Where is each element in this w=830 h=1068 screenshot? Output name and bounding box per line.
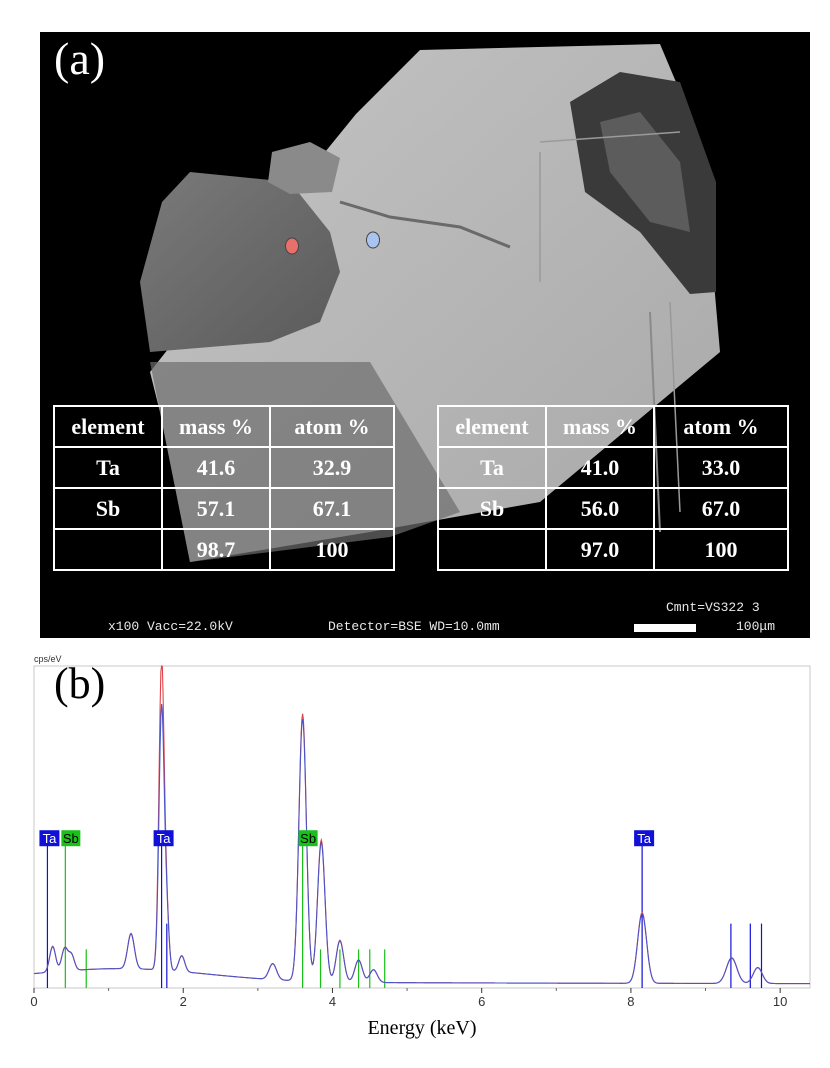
sem-comment: Cmnt=VS322 3 <box>666 600 760 615</box>
x-tick-label: 4 <box>329 994 336 1009</box>
table-row: 97.0 100 <box>437 528 789 571</box>
table-cell: 57.1 <box>161 487 271 530</box>
spectrum-series-2 <box>33 703 810 985</box>
table-cell: Ta <box>437 446 547 489</box>
table-cell: Sb <box>437 487 547 530</box>
sem-image-panel: (a) element mass % atom % Ta 41.6 32.9 S… <box>40 32 810 638</box>
table-header-row: element mass % atom % <box>437 405 789 448</box>
table-cell: Ta <box>53 446 163 489</box>
header-cell: mass % <box>545 405 655 448</box>
plot-frame <box>33 665 811 989</box>
table-cell: 100 <box>269 528 395 571</box>
composition-table-left: element mass % atom % Ta 41.6 32.9 Sb 57… <box>53 405 395 571</box>
table-row: Ta 41.6 32.9 <box>53 446 395 489</box>
x-tick-label: 0 <box>30 994 37 1009</box>
x-tick-label: 6 <box>478 994 485 1009</box>
x-axis-ticks: 0 2 4 6 8 10 <box>30 988 787 1009</box>
element-label-text: Ta <box>43 831 58 846</box>
scale-bar <box>634 624 696 632</box>
x-tick-label: 10 <box>773 994 787 1009</box>
table-cell <box>53 528 163 571</box>
x-axis-label: Energy (keV) <box>367 1017 476 1039</box>
table-cell: Sb <box>53 487 163 530</box>
composition-table-right: element mass % atom % Ta 41.0 33.0 Sb 56… <box>437 405 789 571</box>
table-cell: 56.0 <box>545 487 655 530</box>
sem-detector: Detector=BSE WD=10.0mm <box>328 619 500 634</box>
element-labels: Ta Sb Ta Sb Ta <box>39 830 655 847</box>
red-marker <box>285 237 299 255</box>
ta-element-label: Ta <box>39 830 60 847</box>
scale-bar-label: 100μm <box>736 619 776 634</box>
ta-element-label: Ta <box>153 830 174 847</box>
x-tick-label: 2 <box>180 994 187 1009</box>
blue-marker <box>366 231 380 249</box>
header-cell: element <box>53 405 163 448</box>
ta-element-label: Ta <box>634 830 655 847</box>
spectrum-chart: cps/eV (b) Ta Sb Ta Sb Ta 0 2 4 6 8 10 Energy (ke… <box>30 654 811 1039</box>
eds-spectrum-panel: cps/eV (b) Ta Sb Ta Sb Ta 0 2 4 6 8 10 Energy (ke… <box>0 650 830 1068</box>
spectrum-series <box>33 665 810 985</box>
table-row: Sb 56.0 67.0 <box>437 487 789 530</box>
table-header-row: element mass % atom % <box>53 405 395 448</box>
table-cell: 67.1 <box>269 487 395 530</box>
sem-magnification: x100 Vacc=22.0kV <box>108 619 233 634</box>
table-row: Ta 41.0 33.0 <box>437 446 789 489</box>
panel-label-b: (b) <box>54 659 105 708</box>
x-tick-label: 8 <box>627 994 634 1009</box>
sb-element-label: Sb <box>61 830 81 847</box>
table-cell: 33.0 <box>653 446 789 489</box>
table-cell <box>437 528 547 571</box>
element-label-text: Sb <box>63 831 79 846</box>
element-marker-lines <box>46 836 763 988</box>
table-cell: 41.6 <box>161 446 271 489</box>
header-cell: mass % <box>161 405 271 448</box>
element-label-text: Sb <box>300 831 316 846</box>
table-cell: 100 <box>653 528 789 571</box>
header-cell: atom % <box>269 405 395 448</box>
element-label-text: Ta <box>157 831 172 846</box>
header-cell: element <box>437 405 547 448</box>
table-cell: 41.0 <box>545 446 655 489</box>
sb-element-label: Sb <box>298 830 318 847</box>
header-cell: atom % <box>653 405 789 448</box>
panel-label-a: (a) <box>54 33 106 84</box>
table-row: 98.7 100 <box>53 528 395 571</box>
table-cell: 67.0 <box>653 487 789 530</box>
table-cell: 97.0 <box>545 528 655 571</box>
table-cell: 98.7 <box>161 528 271 571</box>
element-label-text: Ta <box>637 831 652 846</box>
table-cell: 32.9 <box>269 446 395 489</box>
table-row: Sb 57.1 67.1 <box>53 487 395 530</box>
y-axis-label: cps/eV <box>34 654 62 664</box>
